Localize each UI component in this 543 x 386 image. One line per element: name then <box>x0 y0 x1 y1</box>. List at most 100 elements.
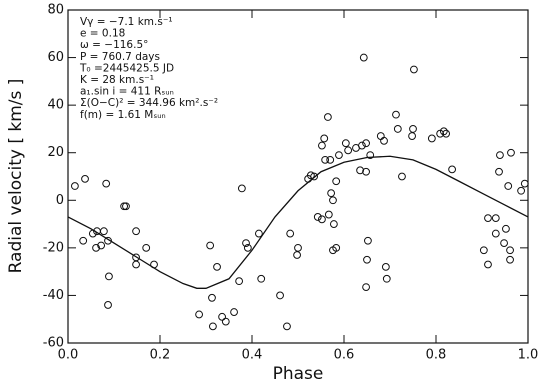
point <box>102 179 111 188</box>
point <box>255 229 263 238</box>
point <box>276 291 284 300</box>
point <box>99 227 108 236</box>
point <box>97 241 106 250</box>
point <box>392 110 400 119</box>
point <box>320 134 329 143</box>
point <box>364 236 372 245</box>
point <box>344 146 353 155</box>
point <box>294 243 302 252</box>
point <box>243 243 252 252</box>
point <box>504 182 513 190</box>
point <box>393 125 402 133</box>
point <box>208 293 216 302</box>
point <box>491 229 500 238</box>
point <box>132 260 140 269</box>
y-tick-label: 60 <box>47 50 64 65</box>
point <box>410 65 418 74</box>
annotation: a₁.sin i = 411 Rₛᵤₙ <box>80 86 174 98</box>
point <box>491 214 500 223</box>
point <box>71 182 79 190</box>
point <box>502 224 510 233</box>
annotation: e = 0.18 <box>80 28 125 40</box>
point <box>359 53 368 62</box>
y-axis-label: Radial velocity [ km/s ] <box>6 79 26 274</box>
point <box>132 227 140 236</box>
point <box>213 262 221 271</box>
point <box>104 301 112 309</box>
annotation: Vγ = −7.1 km.s⁻¹ <box>80 16 173 28</box>
annotation: ω = −116.5° <box>80 39 148 51</box>
point <box>496 151 504 159</box>
point <box>408 132 416 140</box>
y-tick-label: -60 <box>43 336 64 351</box>
point <box>195 310 204 319</box>
point <box>122 202 130 211</box>
point <box>341 139 350 148</box>
point <box>237 184 246 193</box>
point <box>235 277 244 286</box>
point <box>81 174 89 183</box>
point <box>242 239 250 248</box>
point <box>335 151 343 159</box>
point <box>92 243 100 252</box>
annotation: K = 28 km.s⁻¹ <box>80 74 154 86</box>
point <box>318 141 326 150</box>
point <box>358 141 366 150</box>
x-tick-label: 0.6 <box>334 348 355 363</box>
point <box>520 179 529 188</box>
point <box>310 172 319 181</box>
point <box>206 241 215 250</box>
point <box>366 151 375 159</box>
point <box>221 317 230 326</box>
point <box>332 177 341 186</box>
y-tick-label: -40 <box>43 288 64 303</box>
point <box>362 167 370 176</box>
point <box>104 236 112 245</box>
point <box>142 243 151 252</box>
annotation: f(m) = 1.61 Mₛᵤₙ <box>80 109 166 121</box>
point <box>329 196 337 205</box>
point <box>230 308 238 316</box>
annotation: T₀ =2445425.5 JD <box>79 62 174 74</box>
x-tick-label: 1.0 <box>518 348 539 363</box>
point <box>479 246 488 255</box>
x-tick-label: 0.2 <box>150 348 171 363</box>
x-axis-label: Phase <box>273 364 324 384</box>
point <box>427 134 436 143</box>
point <box>500 239 508 248</box>
point <box>293 251 301 259</box>
point <box>318 215 326 224</box>
point <box>329 246 337 255</box>
point <box>218 312 227 321</box>
x-tick-label: 0.8 <box>426 348 447 363</box>
point <box>484 214 492 223</box>
point <box>448 165 457 174</box>
point <box>324 113 332 121</box>
point <box>362 139 370 148</box>
point <box>382 274 391 283</box>
y-tick-label: 40 <box>47 98 64 113</box>
point <box>283 322 291 331</box>
point <box>506 246 514 255</box>
point <box>380 136 388 145</box>
x-tick-label: 0.4 <box>242 348 263 363</box>
point <box>356 166 365 175</box>
point <box>362 283 370 292</box>
plot-frame <box>67 9 529 344</box>
point <box>506 255 514 264</box>
point <box>363 255 371 264</box>
point <box>105 272 113 281</box>
annotation: Σ(O−C)² = 344.96 km².s⁻² <box>80 97 218 109</box>
point <box>313 213 322 221</box>
point <box>442 129 451 138</box>
point <box>329 220 338 228</box>
point <box>79 236 88 245</box>
point <box>495 167 503 176</box>
point <box>517 186 525 195</box>
point <box>398 172 406 181</box>
point <box>439 127 448 136</box>
point <box>327 189 336 198</box>
point <box>209 322 217 331</box>
fit-curve <box>67 155 529 289</box>
